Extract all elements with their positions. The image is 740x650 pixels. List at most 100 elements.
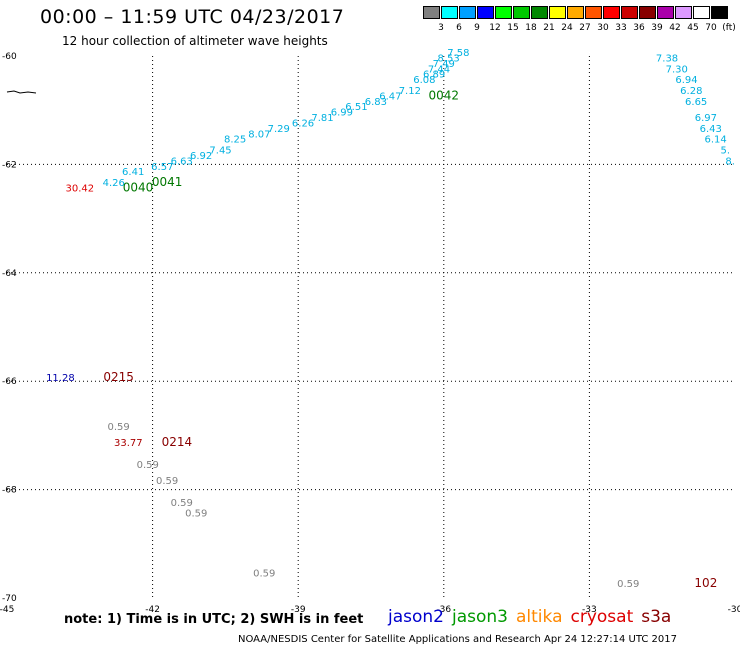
scale-swatch: [567, 6, 584, 19]
x-tick-label: -45: [0, 605, 14, 615]
y-tick-label: -68: [2, 486, 17, 496]
scale-label: 24: [561, 23, 573, 33]
satellite-legend: jason2 jason3 altika cryosat s3a: [388, 607, 679, 627]
x-tick-label: -36: [436, 605, 451, 615]
scale-swatch: [693, 6, 710, 19]
swh-value-label: 6.14: [704, 135, 726, 146]
page-title: 00:00 – 11:59 UTC 04/23/2017: [40, 6, 345, 28]
swh-value-label: 6.65: [685, 97, 707, 108]
scale-swatch: [711, 6, 728, 19]
satellite-legend-item: jason2: [388, 607, 444, 627]
swh-value-label: 0.59: [617, 579, 639, 590]
scale-label: 33: [615, 23, 627, 33]
swh-value-label: 7.38: [656, 53, 678, 64]
scale-label: 6: [456, 23, 462, 33]
scale-swatch: [477, 6, 494, 19]
swh-value-label: 7.49: [433, 59, 455, 70]
coastline-icon: [6, 90, 37, 94]
swh-value-label: 6.83: [365, 97, 387, 108]
swh-value-label: 7.12: [399, 86, 421, 97]
pass-time-label: 102: [694, 576, 717, 590]
pass-time-label: 0215: [103, 370, 134, 384]
scale-swatch: [657, 6, 674, 19]
pass-time-label: 0042: [429, 88, 460, 102]
swh-value-label: 33.77: [114, 438, 143, 449]
swh-value-label: 7.29: [268, 124, 290, 135]
x-tick-label: -42: [145, 605, 160, 615]
swh-value-label: 0.59: [107, 422, 129, 433]
scale-swatch: [549, 6, 566, 19]
footer-note: note: 1) Time is in UTC; 2) SWH is in fe…: [64, 612, 364, 627]
y-tick-label: -66: [2, 377, 17, 387]
scale-swatch: [459, 6, 476, 19]
swh-value-label: 6.43: [700, 124, 722, 135]
swh-value-label: 6.51: [345, 102, 367, 113]
y-tick-label: -64: [2, 269, 17, 279]
x-tick-label: -30: [728, 605, 740, 615]
swh-value-label: 0.59: [137, 460, 159, 471]
scale-label: 15: [507, 23, 519, 33]
y-tick-label: -70: [2, 594, 17, 604]
pass-time-label: 0041: [152, 175, 183, 189]
scale-swatch: [585, 6, 602, 19]
scale-label: 42: [669, 23, 681, 33]
scale-label: 3: [438, 23, 444, 33]
swh-value-label: 0.59: [185, 509, 207, 520]
swh-value-label: 6.57: [151, 162, 173, 173]
scale-label: 21: [543, 23, 555, 33]
scale-label: 12: [489, 23, 501, 33]
swh-value-label: 6.63: [171, 156, 193, 167]
swh-value-label: 6.99: [331, 108, 353, 119]
swh-value-label: 7.81: [311, 113, 333, 124]
swh-value-label: 6.28: [680, 86, 702, 97]
swh-value-label: 5.: [721, 146, 731, 157]
swh-value-label: 0.59: [171, 498, 193, 509]
footer-credit: NOAA/NESDIS Center for Satellite Applica…: [238, 634, 677, 645]
swh-value-label: 8.07: [248, 129, 270, 140]
swh-value-label: 8.53: [438, 53, 460, 64]
scale-swatch: [495, 6, 512, 19]
y-tick-label: -62: [2, 160, 17, 170]
swh-value-label: 7.45: [209, 146, 231, 157]
swh-value-label: 8.: [725, 156, 735, 167]
scale-swatch: [603, 6, 620, 19]
swh-value-label: 6.97: [695, 113, 717, 124]
pass-time-label: 0214: [162, 435, 193, 449]
swh-value-label: 30.42: [65, 184, 94, 195]
swh-value-label: 0.59: [253, 568, 275, 579]
swh-value-label: 6.47: [379, 91, 401, 102]
pass-time-label: 0040: [123, 181, 154, 195]
scale-swatch: [675, 6, 692, 19]
scale-label: 36: [633, 23, 645, 33]
scale-swatch: [639, 6, 656, 19]
swh-value-label: 6.41: [122, 167, 144, 178]
swh-value-label: 4.26: [103, 178, 125, 189]
scale-label: 18: [525, 23, 537, 33]
swh-value-label: 7.30: [666, 64, 688, 75]
swh-value-label: 6.26: [292, 118, 314, 129]
scale-swatch: [621, 6, 638, 19]
scale-label: 27: [579, 23, 591, 33]
scale-label: 9: [474, 23, 480, 33]
swh-value-label: 6.89: [423, 70, 445, 81]
swh-value-label: 6.92: [190, 151, 212, 162]
scale-label: (ft): [722, 23, 736, 33]
satellite-legend-item: altika: [516, 607, 563, 627]
x-tick-label: -39: [291, 605, 306, 615]
swh-value-label: 7.58: [447, 48, 469, 59]
swh-value-label: 11.28: [46, 373, 75, 384]
swh-value-label: 8.25: [224, 135, 246, 146]
satellite-legend-item: cryosat: [570, 607, 634, 627]
page-subtitle: 12 hour collection of altimeter wave hei…: [62, 34, 328, 48]
scale-label: 30: [597, 23, 609, 33]
swh-value-label: 6.08: [413, 75, 435, 86]
scale-label: 39: [651, 23, 663, 33]
scale-label: 45: [687, 23, 699, 33]
satellite-legend-item: s3a: [641, 607, 672, 627]
swh-value-label: 0.59: [156, 476, 178, 487]
scale-label: 70: [705, 23, 717, 33]
y-tick-label: -60: [2, 52, 17, 62]
scale-swatch: [423, 6, 440, 19]
scale-swatch: [513, 6, 530, 19]
